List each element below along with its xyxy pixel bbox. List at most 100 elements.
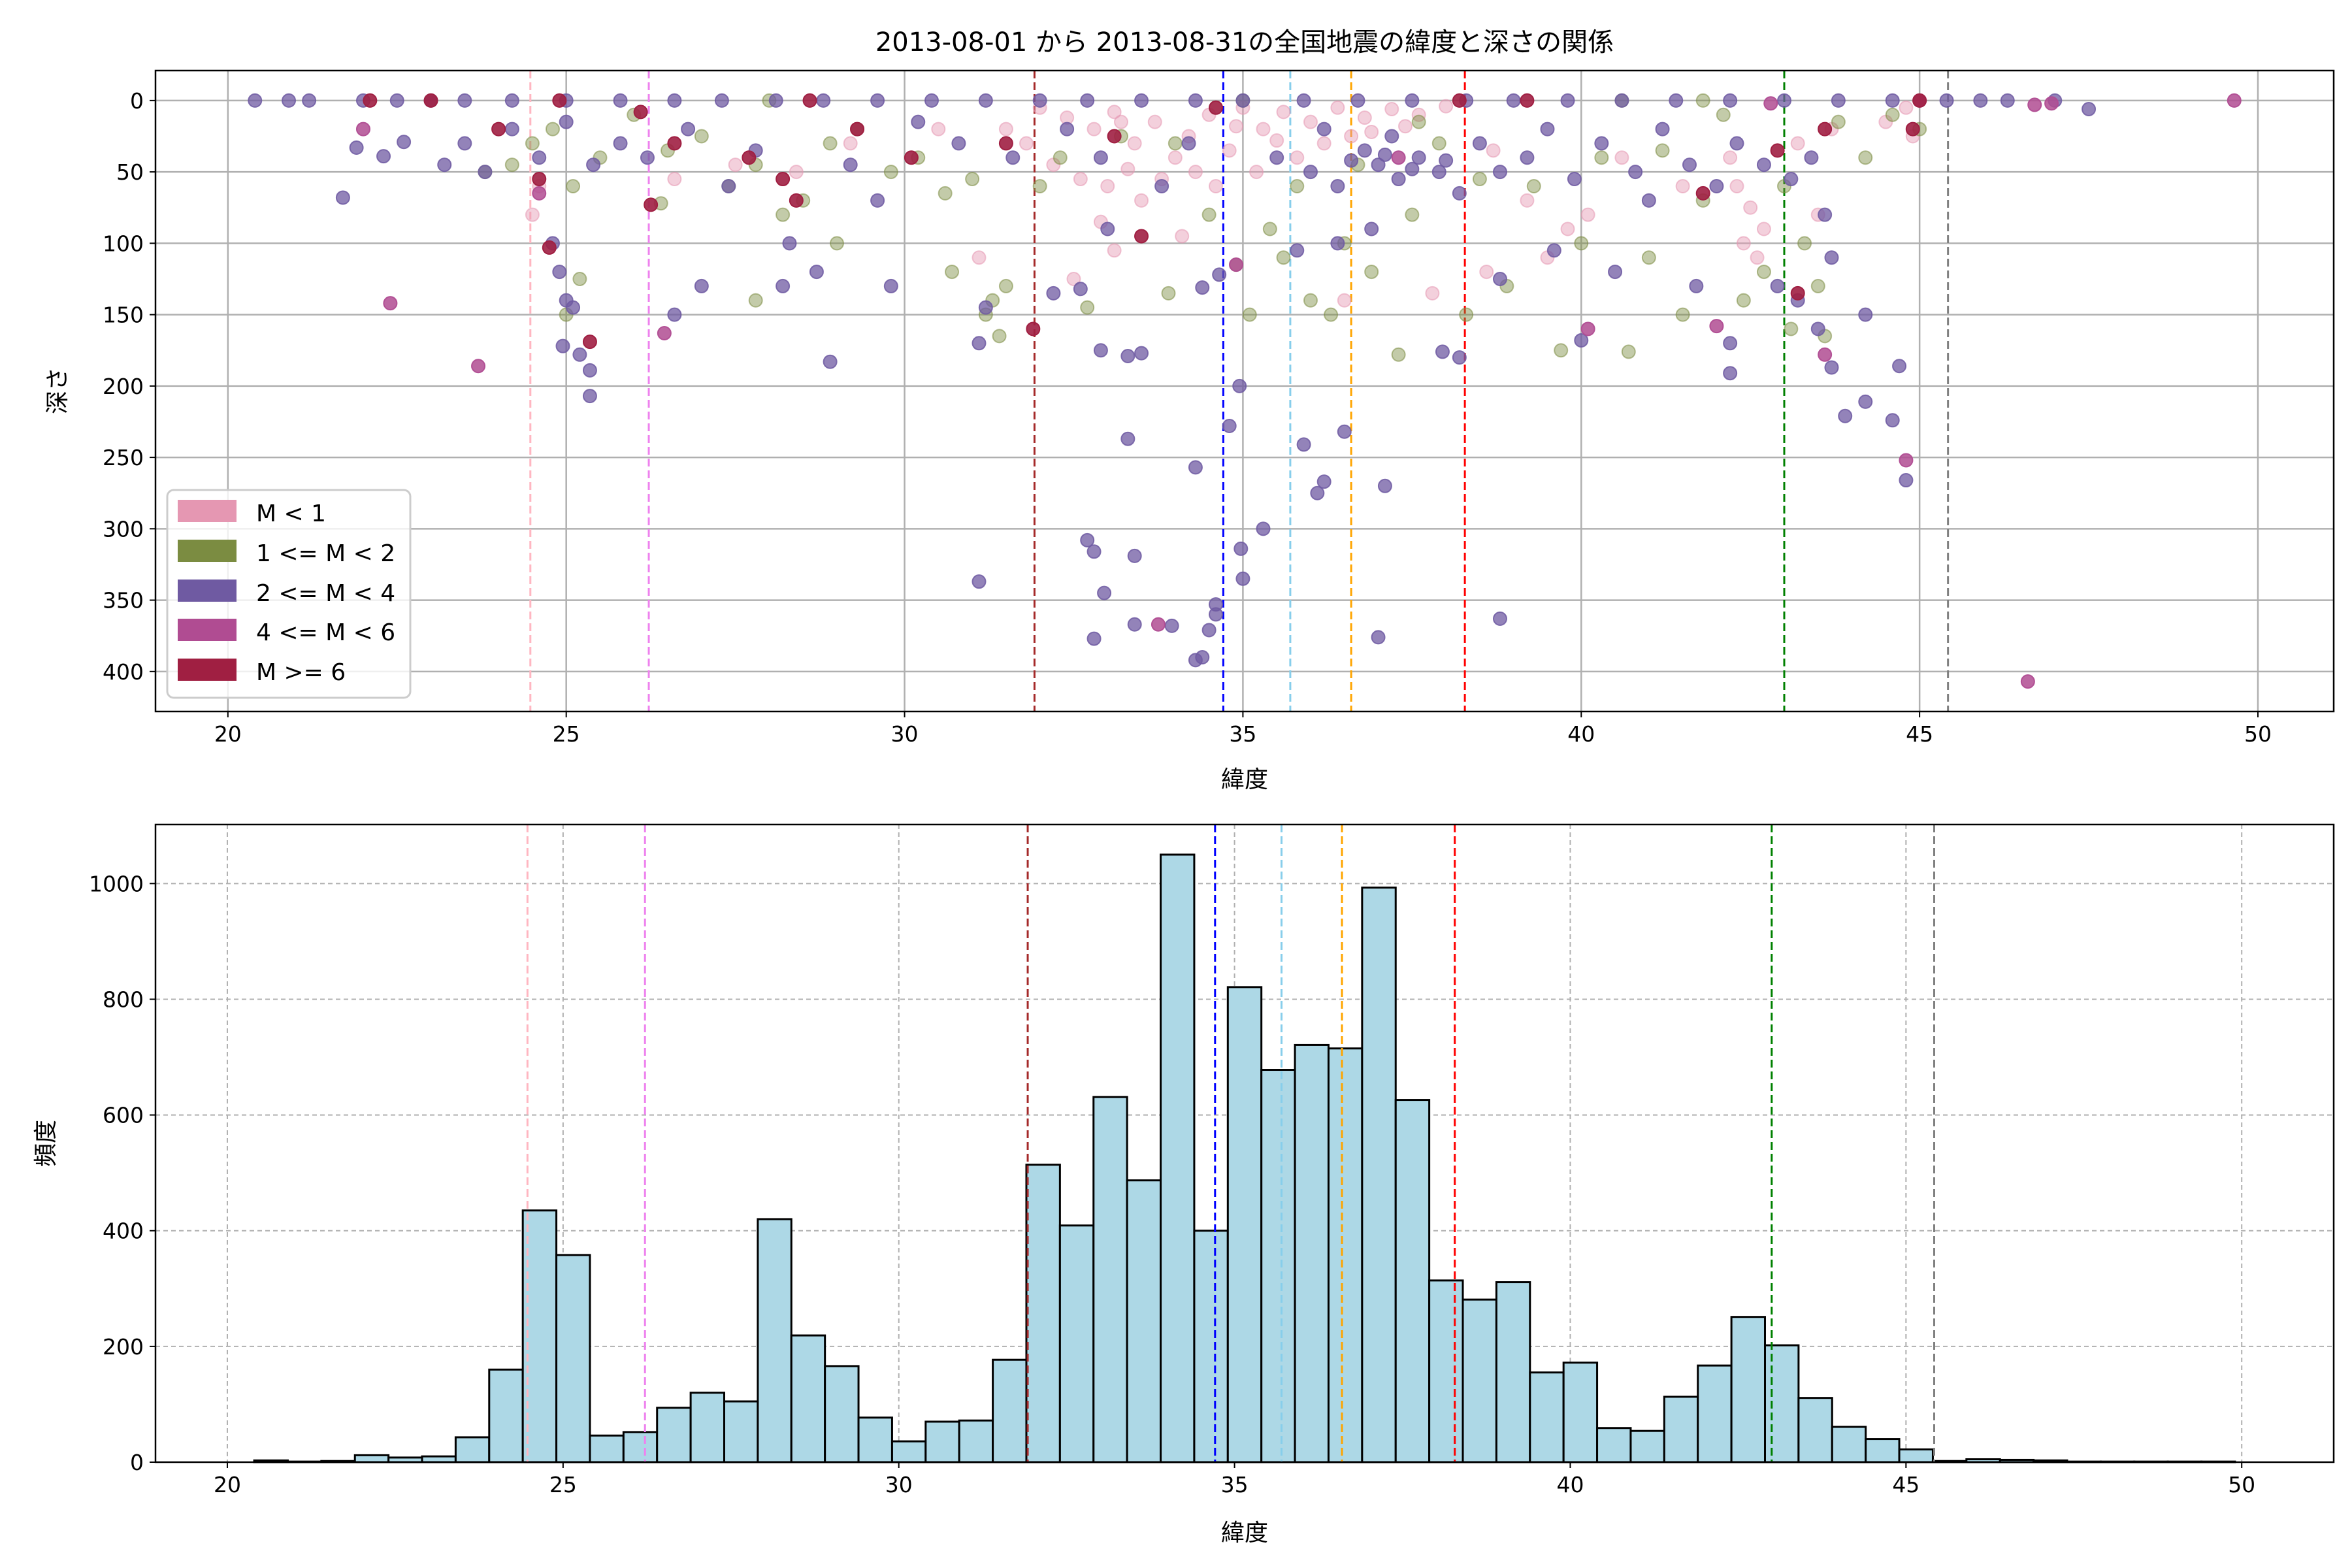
scatter-point [1520, 93, 1535, 108]
scatter-point [1804, 150, 1819, 165]
scatter-point [1127, 617, 1142, 632]
scatter-point [1492, 165, 1507, 180]
scatter-point [1120, 431, 1135, 446]
scatter-point [1201, 623, 1217, 638]
scatter-point [1100, 178, 1115, 193]
scatter-point [1790, 286, 1805, 301]
scatter-point [1344, 129, 1359, 144]
scatter-point [951, 136, 966, 151]
scatter-point [525, 207, 540, 222]
scatter-point [1188, 93, 1203, 108]
scatter-point [1256, 521, 1271, 536]
scatter-point [1831, 93, 1846, 108]
scatter-point [363, 93, 378, 108]
scatter-point [681, 122, 696, 137]
scatter-point [768, 93, 783, 108]
y-tick-label: 0 [130, 88, 144, 114]
scatter-point [1032, 178, 1047, 193]
scatter-point [1120, 348, 1135, 363]
histogram-bar [1562, 1362, 1599, 1463]
scatter-point [1073, 282, 1088, 297]
scatter-point [694, 278, 709, 293]
scatter-point [1188, 460, 1203, 475]
legend-swatch-m-lt-1 [178, 500, 237, 522]
scatter-point [1452, 186, 1467, 201]
scatter-point [883, 165, 898, 180]
scatter-point [1296, 93, 1311, 108]
scatter-point [1164, 618, 1179, 633]
scatter-point [1655, 122, 1670, 137]
scatter-point [850, 122, 865, 137]
scatter-point [1858, 394, 1873, 409]
scatter-point [883, 278, 898, 293]
scatter-point [667, 136, 682, 151]
scatter-point [1472, 136, 1487, 151]
scatter-point [504, 157, 519, 172]
scatter-point [1520, 150, 1535, 165]
scatter-point [248, 93, 263, 108]
scatter-point [1303, 293, 1318, 308]
scatter-point [1310, 485, 1325, 500]
scatter-point [870, 193, 885, 208]
scatter-point [1080, 300, 1095, 315]
scatter-point [721, 178, 736, 193]
scatter-point [1337, 293, 1352, 308]
histogram-bar [1697, 1364, 1733, 1463]
scatter-point [938, 186, 953, 201]
scatter-point [1574, 236, 1589, 251]
scatter-point [1824, 360, 1839, 375]
scatter-point [2027, 97, 2042, 112]
scatter-point [1316, 122, 1331, 137]
scatter-point [1899, 453, 1914, 468]
scatter-point [1290, 150, 1305, 165]
scatter-point [1912, 93, 1927, 108]
histogram-bar [1394, 1099, 1431, 1463]
histogram-bar [1596, 1427, 1632, 1463]
scatter-point [457, 93, 472, 108]
histogram-bar [656, 1407, 692, 1463]
histogram-bar [421, 1455, 457, 1463]
scatter-point [1756, 221, 1771, 237]
histogram-bar [1865, 1438, 1901, 1463]
scatter-point [1885, 413, 1900, 428]
scatter-point [1431, 136, 1446, 151]
scatter-point [640, 150, 655, 165]
scatter-point [2082, 101, 2097, 116]
scatter-point [376, 149, 391, 164]
scatter-point [1743, 200, 1758, 215]
scatter-point [1330, 100, 1345, 115]
scatter-point [1439, 99, 1454, 114]
histogram-bar [1629, 1429, 1665, 1463]
scatter-point [423, 93, 438, 108]
scatter-point [1208, 100, 1223, 115]
histogram-axes-frame [154, 823, 2335, 1463]
scatter-point [1120, 161, 1135, 176]
scatter-point [1756, 157, 1771, 172]
scatter-point [1296, 437, 1311, 452]
y-tick-label: 350 [103, 588, 144, 613]
scatter-point [1435, 344, 1450, 359]
scatter-y-label: 深さ [44, 367, 71, 414]
scatter-point [1303, 114, 1318, 129]
scatter-point [1797, 236, 1812, 251]
scatter-point [532, 150, 547, 165]
scatter-point [478, 165, 493, 180]
scatter-point [816, 93, 831, 108]
legend-label-m-1-2: 1 <= M < 2 [256, 540, 395, 567]
scatter-point [904, 150, 919, 165]
scatter-point [1411, 114, 1426, 129]
y-tick-label: 250 [103, 445, 144, 470]
scatter-point [1838, 408, 1853, 423]
scatter-point [1222, 419, 1237, 434]
scatter-point [1377, 147, 1392, 162]
scatter-plot: 20 25 30 35 40 45 50 0 50 100 150 200 250 300 350 400 [103, 69, 2335, 747]
scatter-point [965, 172, 980, 187]
scatter-point [1729, 136, 1744, 151]
x-tick-label: 40 [1556, 1472, 1584, 1497]
histogram-bar [1764, 1344, 1800, 1463]
scatter-point [1831, 114, 1846, 129]
scatter-point [504, 122, 519, 137]
scatter-point [644, 197, 659, 212]
scatter-point [1452, 93, 1467, 108]
scatter-point [1621, 344, 1636, 359]
